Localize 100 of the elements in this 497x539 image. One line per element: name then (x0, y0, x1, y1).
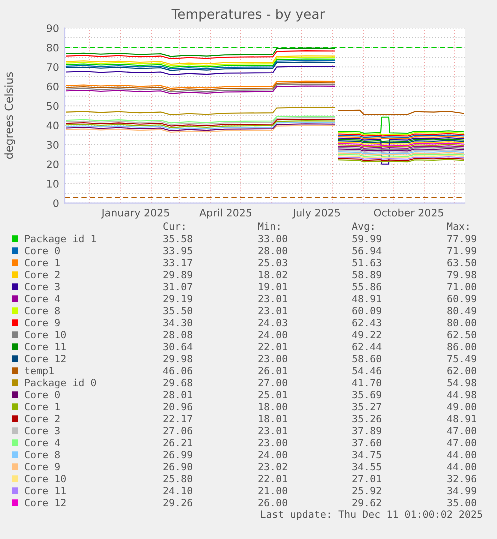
text: 44.00 (448, 451, 476, 459)
text: 47.00 (448, 427, 476, 435)
text: 58.60 (352, 355, 382, 363)
text: 49.00 (448, 403, 476, 411)
text: 35.26 (352, 415, 382, 423)
text: 27.01 (352, 475, 382, 483)
legend-label: Core 12 (25, 499, 66, 507)
text: 60.99 (448, 295, 476, 303)
text: 33.00 (258, 235, 288, 243)
chart-title: Temperatures - by year (172, 9, 326, 22)
y-tick-label: 10 (47, 180, 59, 188)
y-tick-label: 90 (47, 24, 59, 32)
text: 30.64 (164, 343, 193, 351)
y-tick-label: 40 (46, 122, 59, 130)
text: 19.01 (259, 283, 288, 291)
text: 26.99 (164, 451, 192, 459)
x-tick-label: January 2025 (101, 209, 170, 219)
text: 44.00 (448, 463, 476, 471)
text: 35.00 (448, 499, 476, 507)
text: 51.63 (352, 259, 382, 267)
text: 32.96 (448, 475, 476, 483)
text: 28.08 (164, 331, 192, 339)
text: 24.00 (258, 331, 288, 339)
text: 48.91 (352, 295, 382, 303)
legend-label: Core 9 (25, 463, 60, 471)
legend-label: Core 8 (25, 451, 60, 459)
text: 21.00 (258, 487, 288, 495)
text: 54.46 (352, 367, 382, 375)
text: 26.21 (164, 439, 192, 447)
text: 24.10 (164, 487, 192, 495)
text: 55.86 (352, 283, 382, 291)
text: 29.26 (164, 499, 192, 507)
text: 75.49 (448, 355, 476, 363)
text: 29.89 (164, 271, 192, 279)
legend-label: Core 3 (25, 427, 60, 435)
text: 24.03 (258, 319, 288, 327)
legend-label: Core 3 (25, 283, 60, 291)
text: 20.96 (164, 403, 192, 411)
text: Cur: (164, 222, 185, 230)
legend-label: Core 0 (25, 391, 60, 399)
text: 26.00 (258, 499, 288, 507)
text: 23.01 (258, 307, 288, 315)
text: 25.01 (258, 391, 288, 399)
y-tick-label: 0 (54, 200, 59, 208)
text: 23.00 (258, 355, 288, 363)
legend-label: Core 10 (25, 331, 66, 339)
legend-label: Package id 0 (25, 378, 96, 389)
text: 27.00 (258, 379, 288, 387)
text: 34.55 (352, 463, 382, 471)
text: 86.00 (448, 343, 476, 351)
legend-label: Core 4 (25, 295, 60, 303)
text: 58.89 (352, 271, 382, 279)
legend-label: Package id 1 (25, 234, 96, 245)
text: Last update: Thu Dec 11 01:00:02 2025 (261, 510, 482, 520)
text: 23.00 (258, 439, 288, 447)
text: 18.02 (259, 271, 288, 279)
text: 71.00 (448, 283, 476, 291)
text: 71.99 (448, 247, 476, 255)
text: 29.98 (164, 355, 192, 363)
text: 79.98 (448, 271, 476, 279)
text: 56.94 (352, 247, 382, 255)
legend-label: Core 9 (25, 319, 60, 327)
legend-label: Core 12 (25, 355, 66, 363)
text: Min: (258, 222, 280, 230)
text: 35.58 (164, 235, 192, 243)
text: 33.17 (164, 259, 192, 267)
text: 22.01 (258, 475, 288, 483)
text: 41.70 (352, 379, 382, 387)
text: 23.02 (258, 463, 288, 471)
text: 63.50 (448, 259, 476, 267)
text: 35.50 (164, 307, 192, 315)
text: 77.99 (448, 235, 476, 243)
legend-label: Core 11 (25, 487, 66, 495)
y-axis-title: degrees Celsius (4, 72, 16, 160)
text: 27.06 (164, 427, 192, 435)
legend-label: Core 0 (25, 247, 60, 255)
text: 28.01 (164, 391, 192, 399)
text: 46.06 (164, 367, 192, 375)
y-tick-label: 30 (47, 141, 59, 150)
legend-label: temp1 (25, 367, 54, 377)
text: 35.27 (352, 403, 382, 411)
text: 24.00 (258, 451, 288, 459)
legend-label: Core 2 (25, 415, 60, 423)
text: Max: (447, 222, 469, 230)
text: 23.01 (258, 427, 288, 435)
text: 54.98 (448, 379, 476, 387)
legend-label: Core 2 (25, 271, 60, 279)
text: 62.43 (352, 319, 382, 327)
legend-label: Core 8 (25, 307, 60, 315)
text: 22.01 (258, 343, 288, 351)
text: 33.95 (164, 247, 192, 255)
text: 31.07 (164, 283, 192, 291)
text: 29.62 (352, 499, 382, 507)
legend-label: Core 1 (25, 403, 60, 411)
text: 80.00 (448, 319, 476, 327)
text: 62.00 (448, 367, 476, 375)
x-tick-label: April 2025 (200, 208, 252, 219)
text: 34.99 (448, 487, 476, 495)
text: 29.19 (164, 295, 192, 303)
text: 18.00 (259, 403, 288, 411)
